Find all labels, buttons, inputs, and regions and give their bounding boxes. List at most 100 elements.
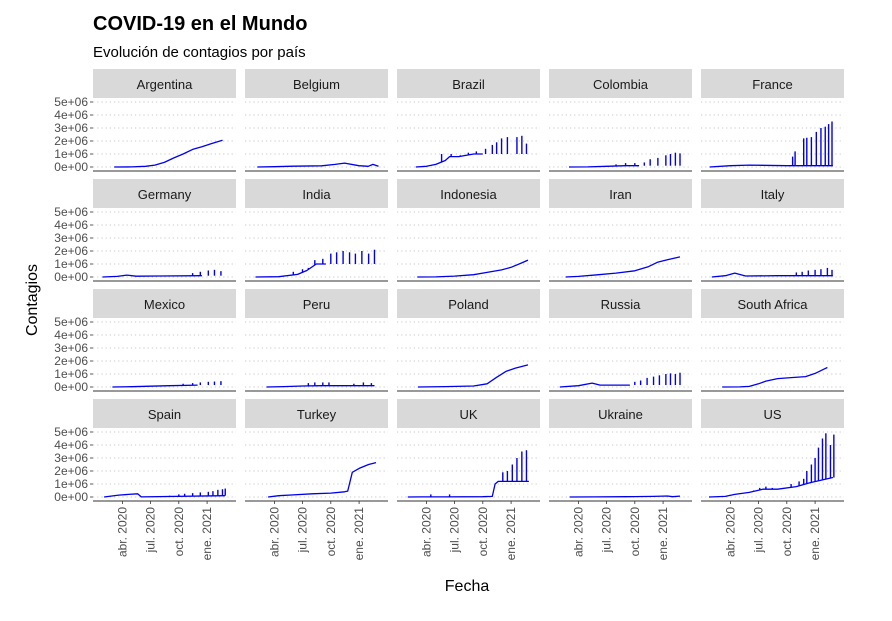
- panel-france: France: [701, 69, 844, 172]
- chart-subtitle: Evolución de contagios por país: [93, 44, 306, 61]
- strip-background: [397, 69, 540, 98]
- series-line: [568, 165, 640, 168]
- panel-turkey: Turkey: [245, 399, 388, 502]
- strip-background: [93, 69, 236, 98]
- strip-background: [549, 399, 692, 428]
- series-line: [268, 461, 377, 498]
- series-line: [565, 256, 681, 278]
- x-tick-label: oct. 2020: [172, 507, 186, 557]
- panel-indonesia: Indonesia: [397, 179, 540, 282]
- panel-italy: Italy: [701, 179, 844, 282]
- strip-label: South Africa: [737, 297, 808, 312]
- y-tick-label: 2e+06: [54, 244, 88, 258]
- x-tick-label: ene. 2021: [504, 507, 518, 561]
- strip-label: Mexico: [144, 297, 185, 312]
- panel-germany: Germany: [93, 179, 236, 282]
- strip-label: UK: [459, 407, 477, 422]
- strip-background: [701, 69, 844, 98]
- panel-ukraine: Ukraine: [549, 399, 692, 502]
- y-tick-label: 0e+00: [54, 380, 88, 394]
- strip-label: Argentina: [137, 77, 193, 92]
- panel-russia: Russia: [549, 289, 692, 392]
- strip-background: [701, 289, 844, 318]
- strip-background: [245, 69, 388, 98]
- strip-label: Russia: [601, 297, 642, 312]
- panel-iran: Iran: [549, 179, 692, 282]
- panel-argentina: Argentina: [93, 69, 236, 172]
- series-line: [709, 164, 833, 168]
- y-tick-label: 3e+06: [54, 451, 88, 465]
- series-line: [711, 272, 833, 278]
- y-tick-label: 0e+00: [54, 160, 88, 174]
- strip-background: [93, 399, 236, 428]
- series-line: [722, 366, 828, 388]
- strip-background: [93, 179, 236, 208]
- y-tick-label: 0e+00: [54, 270, 88, 284]
- y-tick-label: 2e+06: [54, 134, 88, 148]
- panel-south-africa: South Africa: [701, 289, 844, 392]
- strip-label: Ukraine: [598, 407, 643, 422]
- series-line: [407, 480, 529, 498]
- y-tick-label: 4e+06: [54, 218, 88, 232]
- y-axis-title: Contagios: [24, 264, 41, 336]
- x-tick-label: ene. 2021: [352, 507, 366, 561]
- x-tick-label: abr. 2020: [420, 507, 434, 557]
- series-line: [569, 495, 681, 498]
- x-tick-label: jul. 2020: [296, 507, 310, 554]
- y-tick-label: 1e+06: [54, 147, 88, 161]
- series-line: [415, 153, 483, 168]
- series-line: [266, 385, 375, 388]
- x-tick-label: oct. 2020: [628, 507, 642, 557]
- y-tick-label: 3e+06: [54, 341, 88, 355]
- x-tick-label: jul. 2020: [144, 507, 158, 554]
- strip-background: [701, 399, 844, 428]
- x-tick-label: jul. 2020: [600, 507, 614, 554]
- y-tick-label: 2e+06: [54, 354, 88, 368]
- strip-label: Italy: [761, 187, 785, 202]
- strip-background: [549, 69, 692, 98]
- strip-background: [549, 289, 692, 318]
- panel-us: US: [701, 399, 844, 502]
- x-tick-label: abr. 2020: [268, 507, 282, 557]
- strip-label: Indonesia: [440, 187, 497, 202]
- strip-background: [701, 179, 844, 208]
- x-tick-label: jul. 2020: [448, 507, 462, 554]
- series-line: [112, 384, 198, 388]
- strip-background: [245, 289, 388, 318]
- x-axis-title: Fecha: [445, 578, 490, 595]
- x-tick-label: oct. 2020: [324, 507, 338, 557]
- panel-mexico: Mexico: [93, 289, 236, 392]
- panel-uk: UK: [397, 399, 540, 502]
- x-tick-label: oct. 2020: [780, 507, 794, 557]
- strip-background: [397, 179, 540, 208]
- y-tick-label: 4e+06: [54, 328, 88, 342]
- strip-label: Brazil: [452, 77, 485, 92]
- x-tick-label: abr. 2020: [116, 507, 130, 557]
- panel-poland: Poland: [397, 289, 540, 392]
- panel-colombia: Colombia: [549, 69, 692, 172]
- panel-spain: Spain: [93, 399, 236, 502]
- chart-title: COVID-19 en el Mundo: [93, 13, 307, 35]
- strip-background: [397, 289, 540, 318]
- y-tick-label: 5e+06: [54, 315, 88, 329]
- series-line: [708, 476, 834, 498]
- y-tick-label: 5e+06: [54, 425, 88, 439]
- x-tick-label: abr. 2020: [572, 507, 586, 557]
- x-tick-label: jul. 2020: [752, 507, 766, 554]
- y-tick-label: 3e+06: [54, 231, 88, 245]
- y-tick-label: 4e+06: [54, 108, 88, 122]
- strip-label: Belgium: [293, 77, 340, 92]
- y-tick-label: 1e+06: [54, 367, 88, 381]
- y-tick-label: 0e+00: [54, 490, 88, 504]
- y-tick-label: 3e+06: [54, 121, 88, 135]
- x-tick-label: ene. 2021: [656, 507, 670, 561]
- strip-label: US: [763, 407, 781, 422]
- series-line: [114, 139, 223, 168]
- strip-background: [549, 179, 692, 208]
- series-line: [104, 493, 225, 498]
- strip-label: India: [302, 187, 331, 202]
- y-tick-label: 1e+06: [54, 257, 88, 271]
- y-tick-label: 5e+06: [54, 95, 88, 109]
- series-line: [417, 259, 529, 278]
